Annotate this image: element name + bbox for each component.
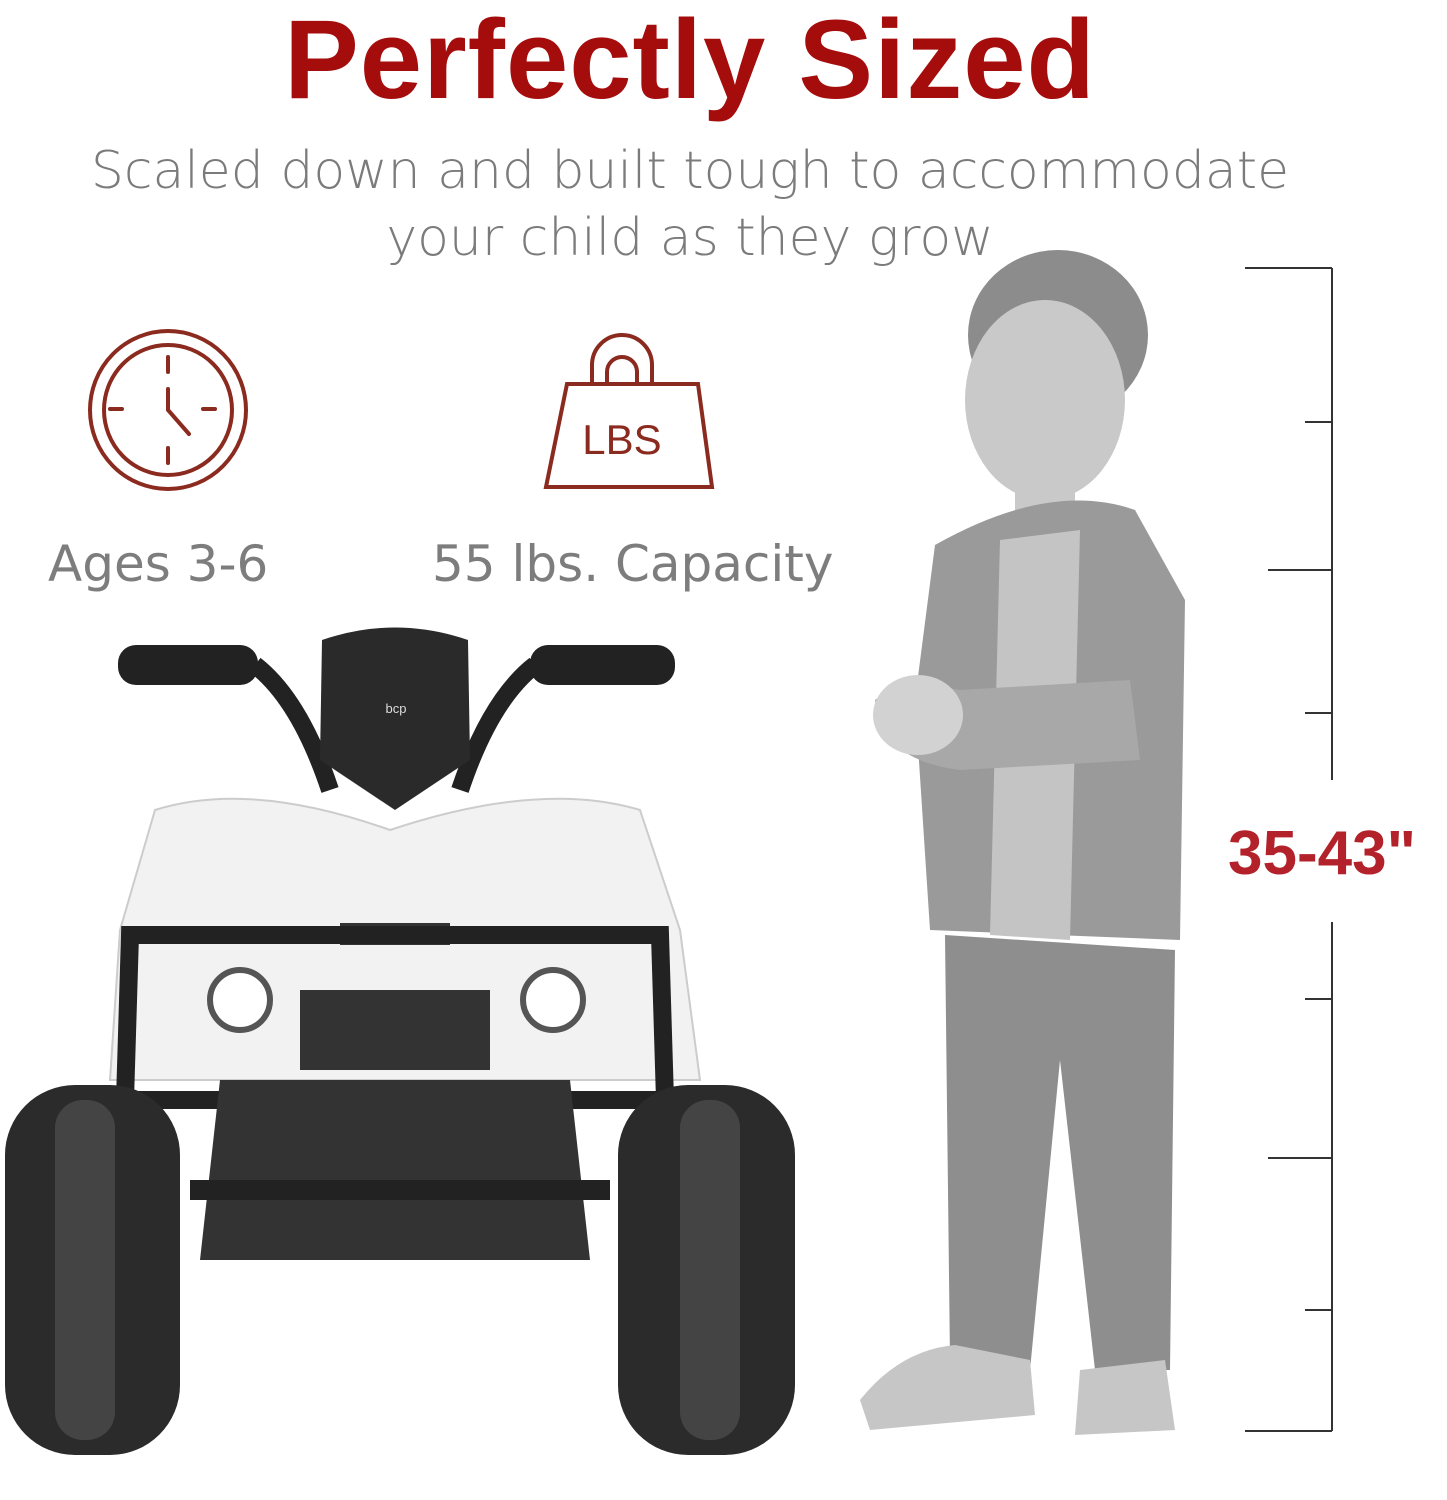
- weight-icon: [543, 333, 715, 489]
- clock-icon: [88, 329, 248, 491]
- height-range-label: 35-43": [1228, 819, 1416, 888]
- page-title: Perfectly Sized: [284, 0, 1096, 122]
- subtitle-line-1: Scaled down and built tough to accommoda…: [90, 141, 1290, 201]
- child-silhouette: [860, 250, 1185, 1435]
- feature-label-capacity: 55 lbs. Capacity: [432, 535, 834, 593]
- atv-ride-on-toy: bcp: [5, 627, 795, 1455]
- feature-label-ages: Ages 3-6: [48, 535, 269, 593]
- subtitle-line-2: your child as they grow: [386, 208, 994, 268]
- weight-icon-text: LBS: [582, 416, 661, 463]
- product-logo: bcp: [386, 701, 407, 716]
- subtitle: Scaled down and built tough to accommoda…: [0, 138, 1380, 272]
